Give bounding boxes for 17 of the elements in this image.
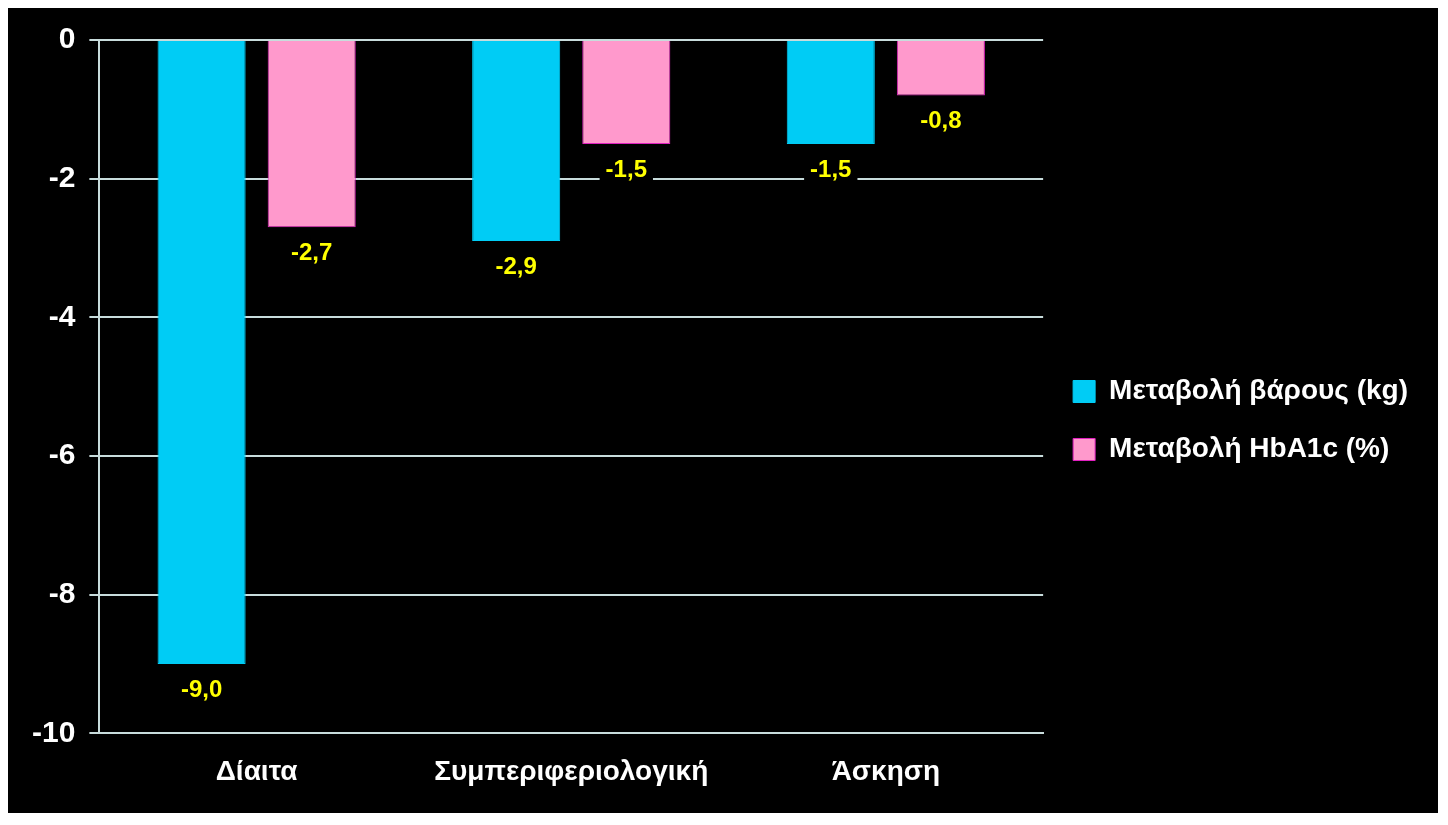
x-tick-label: Άσκηση: [831, 754, 941, 786]
x-tick-label: Συμπεριφεριολογική: [434, 754, 709, 786]
y-tick-label: -6: [48, 437, 76, 471]
x-tick-label: Δίαιτα: [215, 754, 298, 786]
data-label: -2,9: [495, 251, 537, 279]
data-label: -9,0: [180, 674, 223, 702]
y-tick-label: 0: [58, 21, 76, 55]
y-tick-label: -2: [48, 159, 76, 193]
data-label: -1,5: [605, 154, 647, 182]
y-tick-label: -4: [48, 298, 76, 332]
data-label: -1,5: [810, 154, 852, 182]
legend-label: Μεταβολή HbA1c (%): [1109, 432, 1390, 464]
y-tick-label: -10: [32, 714, 76, 748]
data-label: -0,8: [920, 106, 962, 134]
data-label: -2,7: [291, 237, 333, 265]
legend-label: Μεταβολή βάρους (kg): [1109, 374, 1409, 406]
y-tick-label: -8: [48, 575, 76, 609]
